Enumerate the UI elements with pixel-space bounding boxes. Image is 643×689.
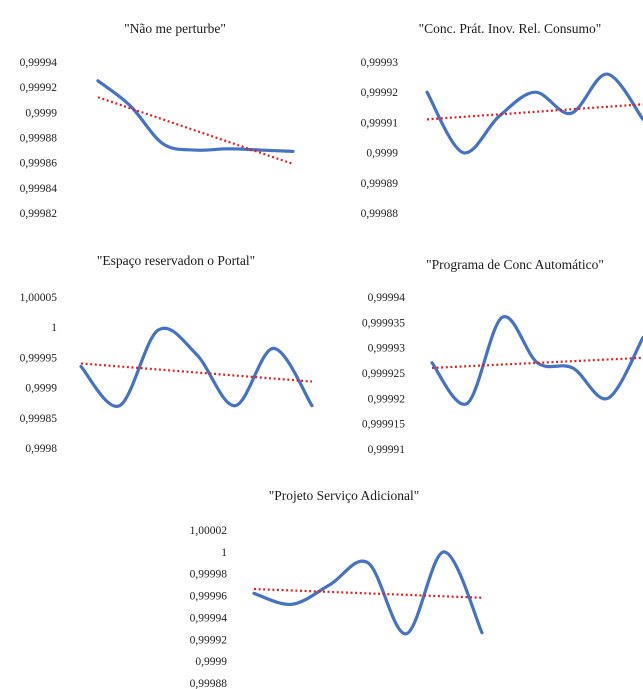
y-tick-label: 0,9999	[195, 656, 227, 668]
y-tick-label: 0,99994	[20, 57, 58, 69]
y-tick-label: 0,99993	[361, 57, 399, 69]
y-tick-label: 0,99993	[368, 343, 406, 355]
y-tick-label: 0,99988	[361, 208, 399, 220]
trendline	[97, 96, 294, 165]
y-tick-label: 0,9999	[366, 148, 398, 160]
y-tick-label: 0,9999	[25, 383, 57, 395]
chart-panel-4: "Programa de Conc Automático" 0,99994 0,99…	[362, 257, 643, 456]
y-tick-label: 0,99984	[20, 183, 58, 195]
y-tick-label: 0,99988	[190, 678, 228, 689]
y-tick-label: 1	[51, 322, 57, 334]
y-tick-label: 0,999915	[362, 419, 405, 431]
chart-title: "Espaço reservadon o Portal"	[97, 253, 255, 268]
y-tick-label: 0,9998	[25, 443, 57, 455]
y-tick-label: 0,999935	[362, 317, 405, 329]
y-tick-label: 0,999925	[362, 368, 405, 380]
series-line	[430, 315, 643, 406]
y-tick-label: 0,99995	[20, 352, 58, 364]
chart-panel-2: "Conc. Prát. Inov. Rel. Consumo" 0,99993 0…	[361, 21, 643, 220]
series-line	[96, 79, 295, 153]
y-tick-label: 0,9999	[25, 107, 57, 119]
y-tick-label: 0,99992	[361, 87, 399, 99]
y-tick-label: 0,99996	[190, 591, 228, 603]
series-line	[252, 550, 484, 636]
y-tick-label: 0,99992	[190, 634, 228, 646]
trendline	[426, 103, 643, 121]
y-tick-label: 0,99994	[368, 292, 406, 304]
y-tick-label: 0,99986	[20, 158, 58, 170]
y-tick-label: 1,00005	[20, 292, 58, 304]
chart-panel-3: "Espaço reservadon o Portal" 1,00005 1 0,99…	[20, 253, 314, 455]
trendline	[431, 356, 643, 370]
chart-title: "Não me perturbe"	[124, 21, 226, 36]
y-tick-label: 0,99992	[368, 393, 406, 405]
chart-title: "Projeto Serviço Adicional"	[269, 488, 420, 503]
chart-title: "Programa de Conc Automático"	[426, 257, 604, 272]
y-tick-label: 0,99991	[361, 117, 399, 129]
y-tick-label: 0,99991	[368, 444, 406, 456]
trendline	[253, 587, 483, 599]
y-tick-label: 0,99985	[20, 413, 58, 425]
chart-panel-1: "Não me perturbe" 0,99994 0,99992 0,9999 0,9…	[20, 21, 295, 220]
trendline	[80, 362, 313, 383]
series-line	[79, 326, 314, 408]
y-tick-label: 0,99982	[20, 208, 58, 220]
series-line	[425, 72, 643, 155]
chart-panel-5: "Projeto Serviço Adicional" 1,00002 1 0,999…	[190, 488, 484, 689]
y-tick-label: 0,99988	[20, 133, 58, 145]
y-tick-label: 0,99994	[190, 612, 228, 624]
y-tick-label: 1,00002	[190, 525, 228, 537]
y-tick-label: 0,99989	[361, 178, 399, 190]
y-tick-label: 0,99998	[190, 569, 228, 581]
chart-title: "Conc. Prát. Inov. Rel. Consumo"	[419, 21, 602, 36]
y-tick-label: 0,99992	[20, 82, 58, 94]
y-tick-label: 1	[221, 547, 227, 559]
